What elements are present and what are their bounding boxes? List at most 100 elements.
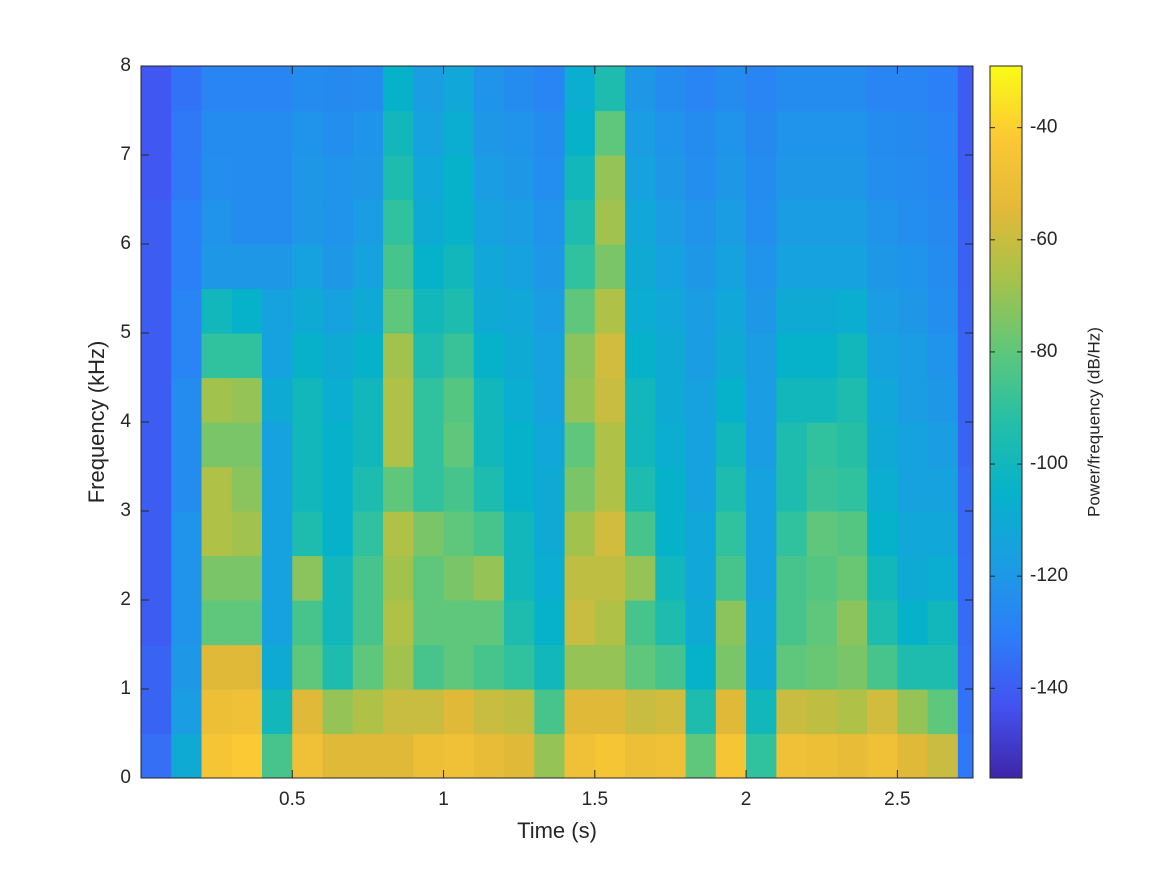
cell [141, 422, 172, 468]
cell [201, 466, 233, 512]
cell [292, 66, 324, 112]
cell [867, 466, 898, 512]
cell [322, 600, 354, 646]
cell [504, 199, 535, 245]
cell [867, 66, 898, 112]
cell [715, 511, 747, 557]
cell [746, 466, 777, 512]
cell [746, 199, 777, 245]
cell [352, 110, 384, 156]
cell [443, 199, 475, 245]
cell [171, 155, 203, 201]
cell [352, 333, 384, 379]
cell [383, 244, 414, 290]
cell [504, 600, 535, 646]
cell [352, 422, 384, 468]
cell [867, 377, 898, 423]
cell [564, 155, 596, 201]
cell [927, 377, 959, 423]
cell [594, 199, 626, 245]
cell [262, 733, 293, 778]
cell [383, 555, 414, 601]
cell [443, 466, 475, 512]
cell [292, 110, 324, 156]
cell [897, 199, 929, 245]
cell [443, 422, 475, 468]
cell [867, 333, 898, 379]
cell [776, 244, 808, 290]
cell [141, 644, 172, 690]
cell [322, 555, 354, 601]
y-tick-label: 8 [120, 55, 131, 76]
cell [746, 689, 777, 735]
cell [352, 733, 384, 778]
cell [141, 511, 172, 557]
cell [262, 288, 293, 334]
cell [836, 244, 868, 290]
cell [746, 333, 777, 379]
cell [201, 733, 233, 778]
cell [383, 333, 414, 379]
cell [231, 66, 263, 112]
cell [746, 555, 777, 601]
cell [413, 199, 445, 245]
cell [655, 511, 687, 557]
cell [776, 110, 808, 156]
cell [685, 511, 717, 557]
y-tick-label: 1 [120, 678, 131, 699]
cell [897, 110, 929, 156]
cell [625, 600, 656, 646]
cell [201, 511, 233, 557]
cell [504, 422, 535, 468]
cell [171, 511, 203, 557]
cell [443, 733, 475, 778]
cell [534, 511, 566, 557]
cell [836, 644, 868, 690]
cell [352, 288, 384, 334]
cell [897, 466, 929, 512]
cell [383, 110, 414, 156]
y-tick-label: 0 [120, 767, 131, 788]
cell [806, 333, 838, 379]
cell [685, 644, 717, 690]
cell [806, 422, 838, 468]
cell [292, 644, 324, 690]
cell [413, 66, 445, 112]
cell [413, 511, 445, 557]
cell [867, 511, 898, 557]
cell [625, 644, 656, 690]
cell [927, 466, 959, 512]
cell [383, 66, 414, 112]
cell [715, 199, 747, 245]
cell [806, 600, 838, 646]
cell [625, 333, 656, 379]
cell [413, 377, 445, 423]
cell [352, 689, 384, 735]
cell [231, 600, 263, 646]
cell [715, 733, 747, 778]
cell [534, 555, 566, 601]
cell [141, 733, 172, 778]
cell [715, 155, 747, 201]
cell [806, 555, 838, 601]
cell [171, 244, 203, 290]
cell [685, 555, 717, 601]
cell [231, 155, 263, 201]
cell [262, 377, 293, 423]
cell [534, 333, 566, 379]
cell [746, 600, 777, 646]
cell [836, 689, 868, 735]
cell [927, 422, 959, 468]
cell [171, 288, 203, 334]
cell [171, 333, 203, 379]
cell [927, 333, 959, 379]
cell [383, 733, 414, 778]
cell [534, 377, 566, 423]
cell [231, 555, 263, 601]
cell [443, 333, 475, 379]
cell [655, 288, 687, 334]
cell [504, 511, 535, 557]
cell [806, 244, 838, 290]
cell [383, 644, 414, 690]
